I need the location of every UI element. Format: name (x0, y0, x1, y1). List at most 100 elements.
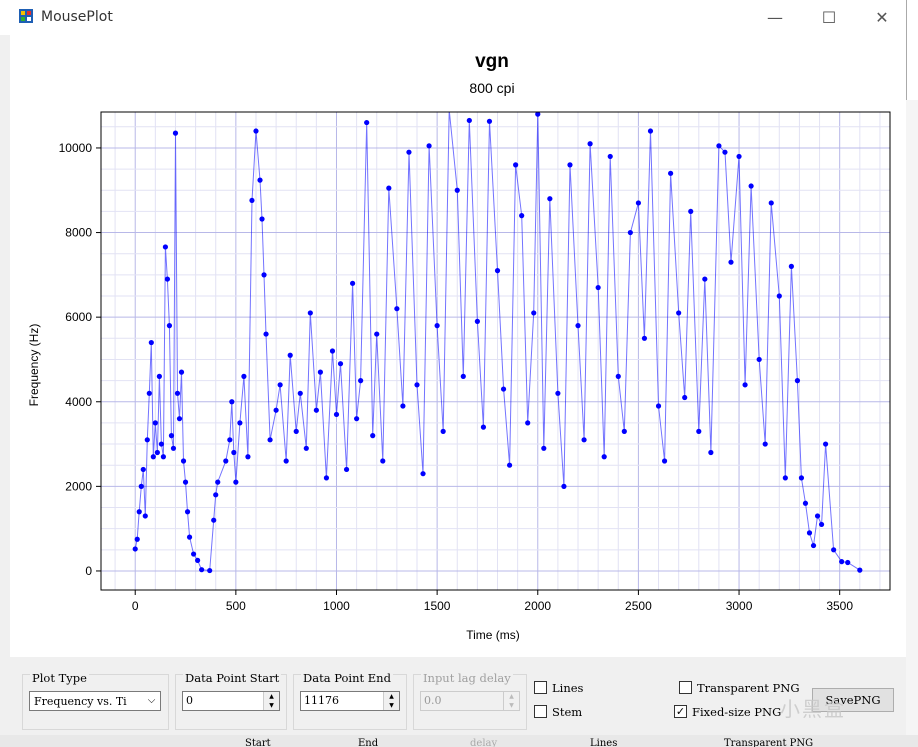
series-line (134, 112, 861, 572)
data-point (762, 441, 768, 447)
data-point (249, 197, 255, 204)
data-point (702, 276, 708, 282)
data-point (567, 162, 573, 168)
data-point (806, 530, 813, 536)
background-window-edge (906, 100, 918, 747)
chart-subtitle: 800 cpi (469, 80, 514, 96)
spin-up-icon[interactable]: ▲ (384, 692, 399, 701)
data-point (794, 378, 801, 384)
background-window-strip: Start End delay Lines Transparent PNG (0, 735, 918, 747)
data-point (313, 407, 319, 413)
data-point (337, 361, 344, 367)
plot-type-value: Frequency vs. Ti (34, 695, 127, 708)
y-tick-label: 8000 (65, 226, 92, 240)
data-point (595, 284, 601, 291)
transparent-png-checkbox[interactable] (679, 681, 692, 694)
spin-down-icon[interactable]: ▼ (384, 701, 399, 710)
data-point-end-spinner[interactable]: ▲ ▼ (383, 692, 399, 710)
data-point (227, 437, 233, 443)
frequency-chart: 0 500 1000 1500 2000 2500 3000 3500 0 2000 4000 600… (27, 51, 891, 642)
x-tick-label: 1000 (323, 599, 350, 613)
data-point (627, 229, 633, 236)
data-point-start-spinner[interactable]: ▲ ▼ (263, 692, 279, 710)
data-point-end-input[interactable]: 11176 ▲ ▼ (300, 691, 400, 711)
data-point (287, 352, 293, 358)
data-point (297, 390, 303, 396)
data-point (802, 500, 809, 506)
data-point (261, 272, 267, 278)
plot-type-dropdown[interactable]: Frequency vs. Ti ⌵ (29, 691, 161, 711)
data-point (788, 263, 794, 269)
data-point (708, 449, 714, 456)
stem-checkbox[interactable] (534, 705, 547, 718)
data-point (607, 153, 613, 160)
input-lag-spinner[interactable]: ▲ ▼ (503, 692, 519, 710)
data-point (547, 196, 553, 202)
data-point (273, 407, 279, 413)
data-point (349, 280, 356, 286)
data-point (716, 143, 722, 149)
data-point (500, 386, 507, 392)
data-point (380, 458, 386, 464)
save-png-button[interactable]: SavePNG (812, 688, 894, 712)
data-point (561, 483, 567, 489)
data-point (722, 149, 728, 155)
data-point-start-group: Data Point Start 0 ▲ ▼ (175, 673, 287, 730)
data-point (768, 200, 774, 206)
bg-delay-label: delay (470, 738, 498, 747)
data-point (237, 420, 243, 426)
data-point (132, 546, 138, 552)
data-point (581, 437, 587, 443)
data-point (818, 521, 825, 528)
data-point (215, 479, 221, 485)
data-point (370, 433, 376, 439)
lines-checkbox[interactable] (534, 681, 547, 694)
data-point (354, 416, 360, 422)
x-tick-label: 1500 (424, 599, 451, 613)
data-point (211, 517, 217, 523)
data-point (466, 117, 472, 124)
spin-up-icon[interactable]: ▲ (504, 692, 519, 701)
data-point (199, 567, 205, 573)
data-point (307, 310, 313, 316)
data-point (223, 458, 229, 464)
data-point (696, 428, 702, 434)
data-point (162, 244, 169, 250)
data-point (474, 318, 480, 324)
data-point (148, 339, 154, 346)
spin-down-icon[interactable]: ▼ (504, 701, 519, 710)
title-bar[interactable]: MousePlot — ☐ ✕ (0, 0, 906, 35)
spin-up-icon[interactable]: ▲ (264, 692, 279, 701)
y-tick-label: 10000 (59, 141, 93, 155)
bg-transparent-png-label: Transparent PNG (724, 738, 814, 747)
data-point (782, 475, 788, 481)
close-button[interactable]: ✕ (875, 8, 889, 27)
maximize-button[interactable]: ☐ (821, 8, 837, 27)
data-point (374, 331, 380, 337)
data-point (434, 323, 440, 329)
data-point (822, 441, 829, 447)
data-point (668, 170, 674, 176)
data-point (519, 213, 525, 219)
data-point (641, 335, 648, 341)
data-point (233, 479, 239, 485)
data-point (146, 390, 152, 396)
data-point (180, 458, 187, 464)
data-point (257, 177, 263, 183)
data-point (168, 433, 175, 439)
input-lag-value: 0.0 (424, 694, 442, 707)
spin-down-icon[interactable]: ▼ (264, 701, 279, 710)
input-lag-input[interactable]: 0.0 ▲ ▼ (420, 691, 520, 711)
data-point (178, 369, 185, 375)
data-point (486, 118, 493, 124)
y-tick-label: 4000 (65, 395, 92, 409)
data-point-start-input[interactable]: 0 ▲ ▼ (182, 691, 280, 711)
data-point (154, 449, 160, 456)
chart-title: vgn (475, 51, 509, 72)
x-tick-label: 3500 (826, 599, 853, 613)
minimize-button[interactable]: — (767, 8, 783, 27)
fixed-size-png-checkbox[interactable]: ✓ (674, 705, 687, 718)
data-point (426, 143, 432, 149)
data-point (164, 276, 171, 282)
data-point (531, 310, 537, 316)
